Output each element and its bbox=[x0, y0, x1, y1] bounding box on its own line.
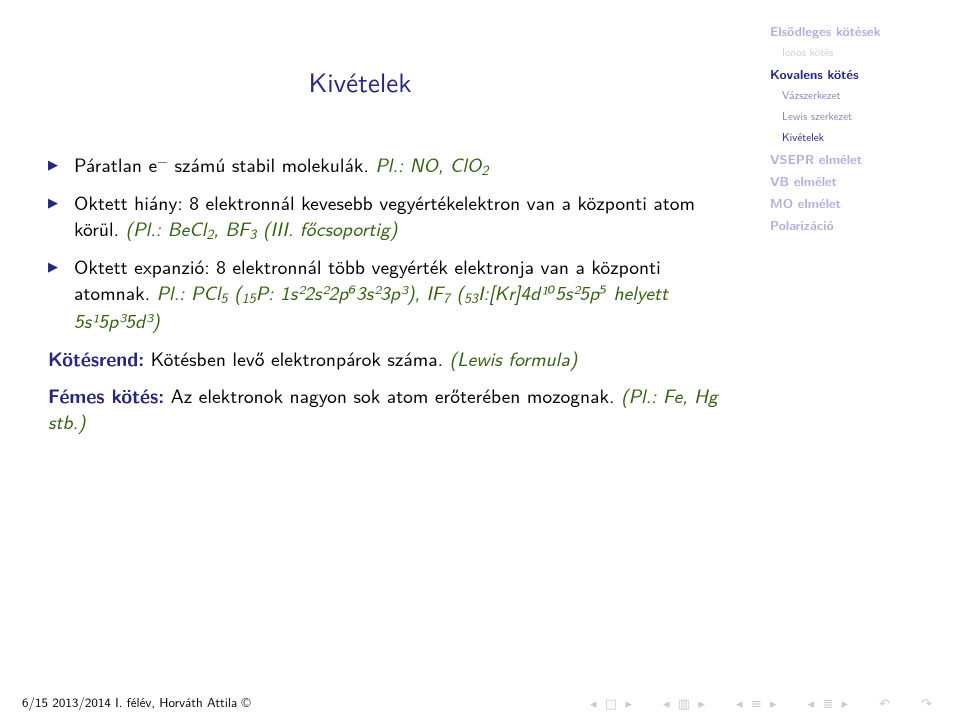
nav-group-4[interactable]: ◂ ≣ ▸ bbox=[808, 694, 851, 713]
nav-group-2[interactable]: ◂ ▥ ▸ bbox=[663, 694, 707, 713]
kotesrend-example: (Lewis formula) bbox=[450, 344, 578, 373]
bullet-1-example: Pl.: NO, ClO2 bbox=[375, 150, 488, 179]
femes-para: Fémes kötés: Az elektronok nagyon sok at… bbox=[48, 382, 720, 436]
femes-text: Az elektronok nagyon sok atom erőterében… bbox=[164, 381, 621, 410]
kotesrend-text: Kötésben levő elektronpárok száma. bbox=[144, 344, 449, 373]
sidebar-nav: Elsődleges kötésekIonos kötésKovalens kö… bbox=[770, 20, 942, 236]
beamer-nav-icons[interactable]: ◂ □ ▸ ◂ ▥ ▸ ◂ ≡ ▸ ◂ ≣ ▸ ↶ ↷ bbox=[584, 694, 940, 713]
sidebar-item[interactable]: Kovalens kötés bbox=[770, 63, 942, 85]
nav-group-3[interactable]: ◂ ≡ ▸ bbox=[736, 694, 779, 713]
slide-content: Páratlan e− számú stabil molekulák. Pl.:… bbox=[48, 152, 720, 436]
bullet-2: Oktett hiány: 8 elektronnál kevesebb veg… bbox=[48, 190, 720, 244]
footer-text: 2013/2014 I. félév, Horváth Attila © bbox=[48, 693, 251, 712]
nav-redo-icon[interactable]: ↷ bbox=[921, 694, 934, 713]
sidebar-item[interactable]: Elsődleges kötések bbox=[770, 20, 942, 42]
slide-title: Kivételek bbox=[0, 62, 720, 101]
minus-superscript: − bbox=[157, 151, 168, 171]
femes-label: Fémes kötés: bbox=[48, 381, 164, 409]
kotesrend-para: Kötésrend: Kötésben levő elektronpárok s… bbox=[48, 345, 720, 372]
bullet-3-example: Pl.: PCl5 (15P: 1s²2s²2p⁶3s²3p³), IF7 (5… bbox=[74, 278, 668, 335]
sidebar-item[interactable]: Vázszerkezet bbox=[770, 85, 942, 106]
sidebar-item[interactable]: Polarizáció bbox=[770, 214, 942, 236]
page-number: 6/15 bbox=[22, 693, 48, 712]
bullet-3: Oktett expanzió: 8 elektronnál több vegy… bbox=[48, 254, 720, 335]
nav-undo-icon[interactable]: ↶ bbox=[879, 694, 892, 713]
bullet-1-text-b: számú stabil molekulák. bbox=[168, 150, 375, 179]
bullet-1: Páratlan e− számú stabil molekulák. Pl.:… bbox=[48, 152, 720, 180]
nav-group-1[interactable]: ◂ □ ▸ bbox=[590, 694, 634, 713]
sidebar-item[interactable]: MO elmélet bbox=[770, 192, 942, 214]
sidebar-item[interactable]: Kivételek bbox=[770, 127, 942, 148]
kotesrend-label: Kötésrend: bbox=[48, 344, 144, 372]
sidebar-item[interactable]: Ionos kötés bbox=[770, 42, 942, 63]
bullet-2-example: (Pl.: BeCl2, BF3 (III. főcsoportig) bbox=[126, 214, 398, 243]
footer: 6/15 2013/2014 I. félév, Horváth Attila … bbox=[22, 693, 251, 712]
sidebar-item[interactable]: Lewis szerkezet bbox=[770, 106, 942, 127]
bullet-1-text-a: Páratlan e bbox=[74, 150, 157, 179]
sidebar-item[interactable]: VSEPR elmélet bbox=[770, 148, 942, 170]
sidebar-item[interactable]: VB elmélet bbox=[770, 170, 942, 192]
